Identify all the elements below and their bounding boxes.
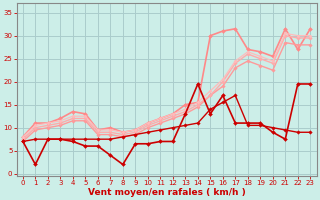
X-axis label: Vent moyen/en rafales ( km/h ): Vent moyen/en rafales ( km/h )	[88, 188, 245, 197]
